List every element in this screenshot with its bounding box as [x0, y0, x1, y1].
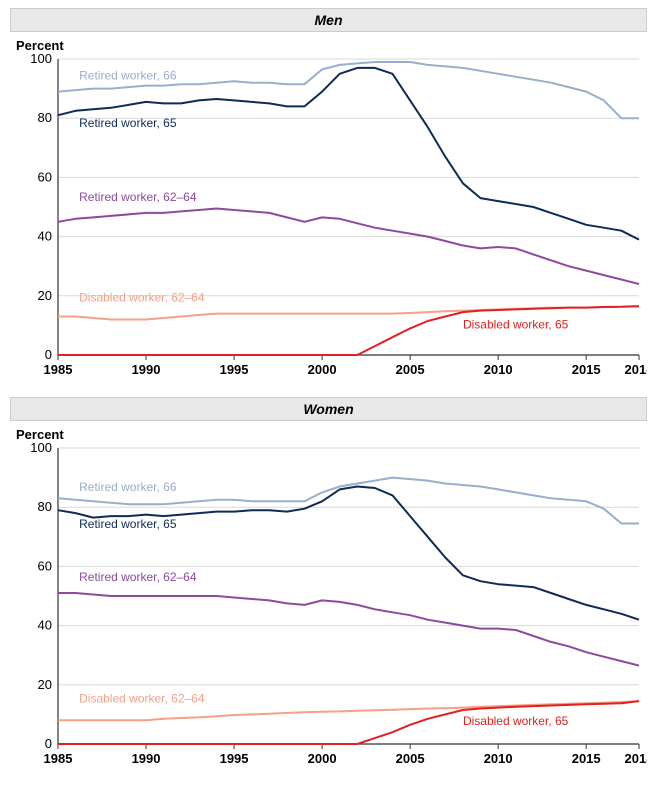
x-tick-label: 2018: [625, 751, 647, 766]
y-tick-label: 100: [30, 442, 52, 455]
series-label-retired-66: Retired worker, 66: [79, 69, 177, 83]
panel-title: Women: [10, 397, 647, 421]
series-label-retired-65: Retired worker, 65: [79, 517, 177, 531]
panel-title: Men: [10, 8, 647, 32]
series-label-disabled-65: Disabled worker, 65: [463, 317, 569, 331]
series-label-disabled-65: Disabled worker, 65: [463, 714, 569, 728]
x-tick-label: 1990: [132, 362, 161, 377]
y-tick-label: 80: [38, 499, 52, 514]
y-tick-label: 20: [38, 288, 52, 303]
y-tick-label: 60: [38, 558, 52, 573]
x-tick-label: 2000: [308, 751, 337, 766]
x-tick-label: 1995: [220, 751, 249, 766]
chart: 0 20 40 60 80 100 1985 1990 1995 2000 2005 2010 2015…: [10, 53, 647, 383]
x-tick-label: 1985: [44, 362, 73, 377]
x-tick-label: 2010: [484, 751, 513, 766]
y-tick-label: 60: [38, 169, 52, 184]
x-tick-label: 2015: [572, 362, 601, 377]
series-label-disabled-62-64: Disabled worker, 62–64: [79, 692, 205, 706]
y-tick-label: 40: [38, 229, 52, 244]
x-tick-label: 1990: [132, 751, 161, 766]
y-axis-label: Percent: [16, 38, 657, 53]
chart-root: Men Percent 0 20 40 60 80 100 1985 1990 1995 2000 20…: [0, 8, 657, 772]
y-tick-label: 40: [38, 618, 52, 633]
y-tick-label: 80: [38, 110, 52, 125]
y-tick-label: 0: [45, 736, 52, 751]
y-tick-label: 0: [45, 347, 52, 362]
series-label-disabled-62-64: Disabled worker, 62–64: [79, 291, 205, 305]
series-label-retired-62-64: Retired worker, 62–64: [79, 570, 197, 584]
series-label-retired-66: Retired worker, 66: [79, 480, 177, 494]
y-axis-label: Percent: [16, 427, 657, 442]
x-tick-label: 1995: [220, 362, 249, 377]
series-retired-62-64: [58, 209, 639, 285]
x-tick-label: 2005: [396, 751, 425, 766]
x-tick-label: 2015: [572, 751, 601, 766]
chart: 0 20 40 60 80 100 1985 1990 1995 2000 2005 2010 2015…: [10, 442, 647, 772]
x-tick-label: 1985: [44, 751, 73, 766]
x-tick-label: 2018: [625, 362, 647, 377]
x-tick-label: 2005: [396, 362, 425, 377]
y-tick-label: 20: [38, 677, 52, 692]
series-label-retired-62-64: Retired worker, 62–64: [79, 190, 197, 204]
x-tick-label: 2010: [484, 362, 513, 377]
series-label-retired-65: Retired worker, 65: [79, 116, 177, 130]
x-tick-label: 2000: [308, 362, 337, 377]
y-tick-label: 100: [30, 53, 52, 66]
series-retired-65: [58, 487, 639, 620]
series-retired-62-64: [58, 593, 639, 666]
